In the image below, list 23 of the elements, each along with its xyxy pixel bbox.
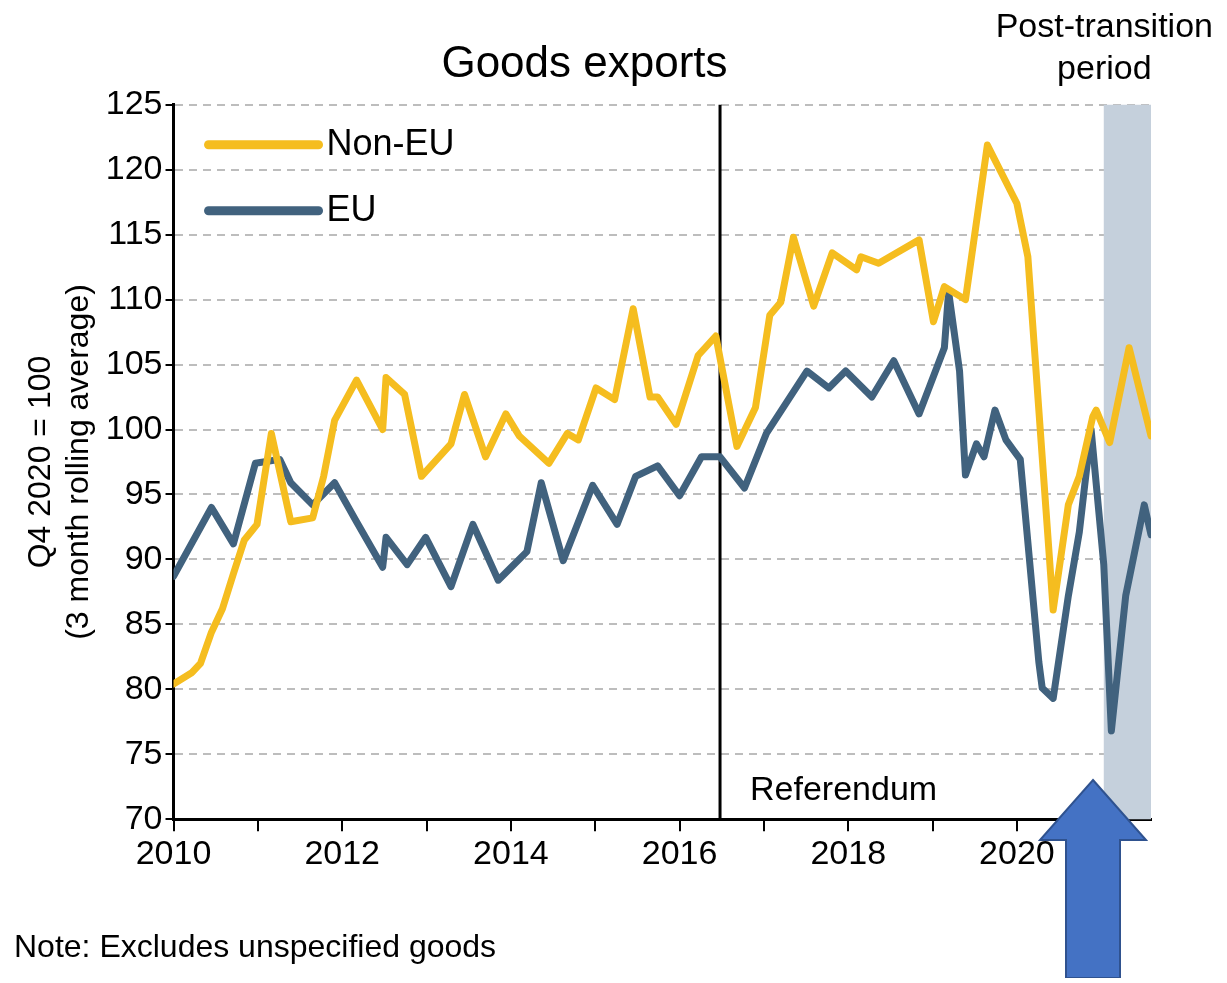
y-tick-label: 95 [124, 472, 163, 511]
y-tick-label: 105 [105, 342, 163, 381]
legend-label: EU [326, 187, 377, 229]
x-tick-label: 2014 [473, 832, 549, 871]
y-tick-label: 110 [108, 278, 163, 317]
text: Note: Excludes unspecified goods [14, 927, 497, 964]
x-tick-label: 2012 [304, 832, 381, 871]
chart-title: Goods exports [441, 36, 728, 86]
y-tick-label: 90 [124, 537, 163, 576]
x-tick-label: 2018 [810, 832, 887, 871]
y-tick-label: 85 [124, 602, 163, 641]
y-tick-label: 75 [124, 732, 163, 771]
x-tick-label: 2016 [641, 832, 718, 871]
band-label: Post-transition period [995, 6, 1213, 87]
y-tick-label: 125 [105, 83, 163, 122]
y-tick-label: 115 [108, 213, 163, 252]
x-tick-label: 2020 [979, 832, 1055, 871]
ref-line-label: Referendum [750, 768, 938, 807]
y-tick-label: 120 [105, 148, 163, 187]
y-tick-label: 80 [124, 667, 163, 706]
y-axis-title: Q4 2020 = 100 (3 month rolling average) [21, 284, 96, 640]
y-tick-label: 100 [105, 407, 163, 446]
legend-label: Non-EU [326, 121, 455, 163]
